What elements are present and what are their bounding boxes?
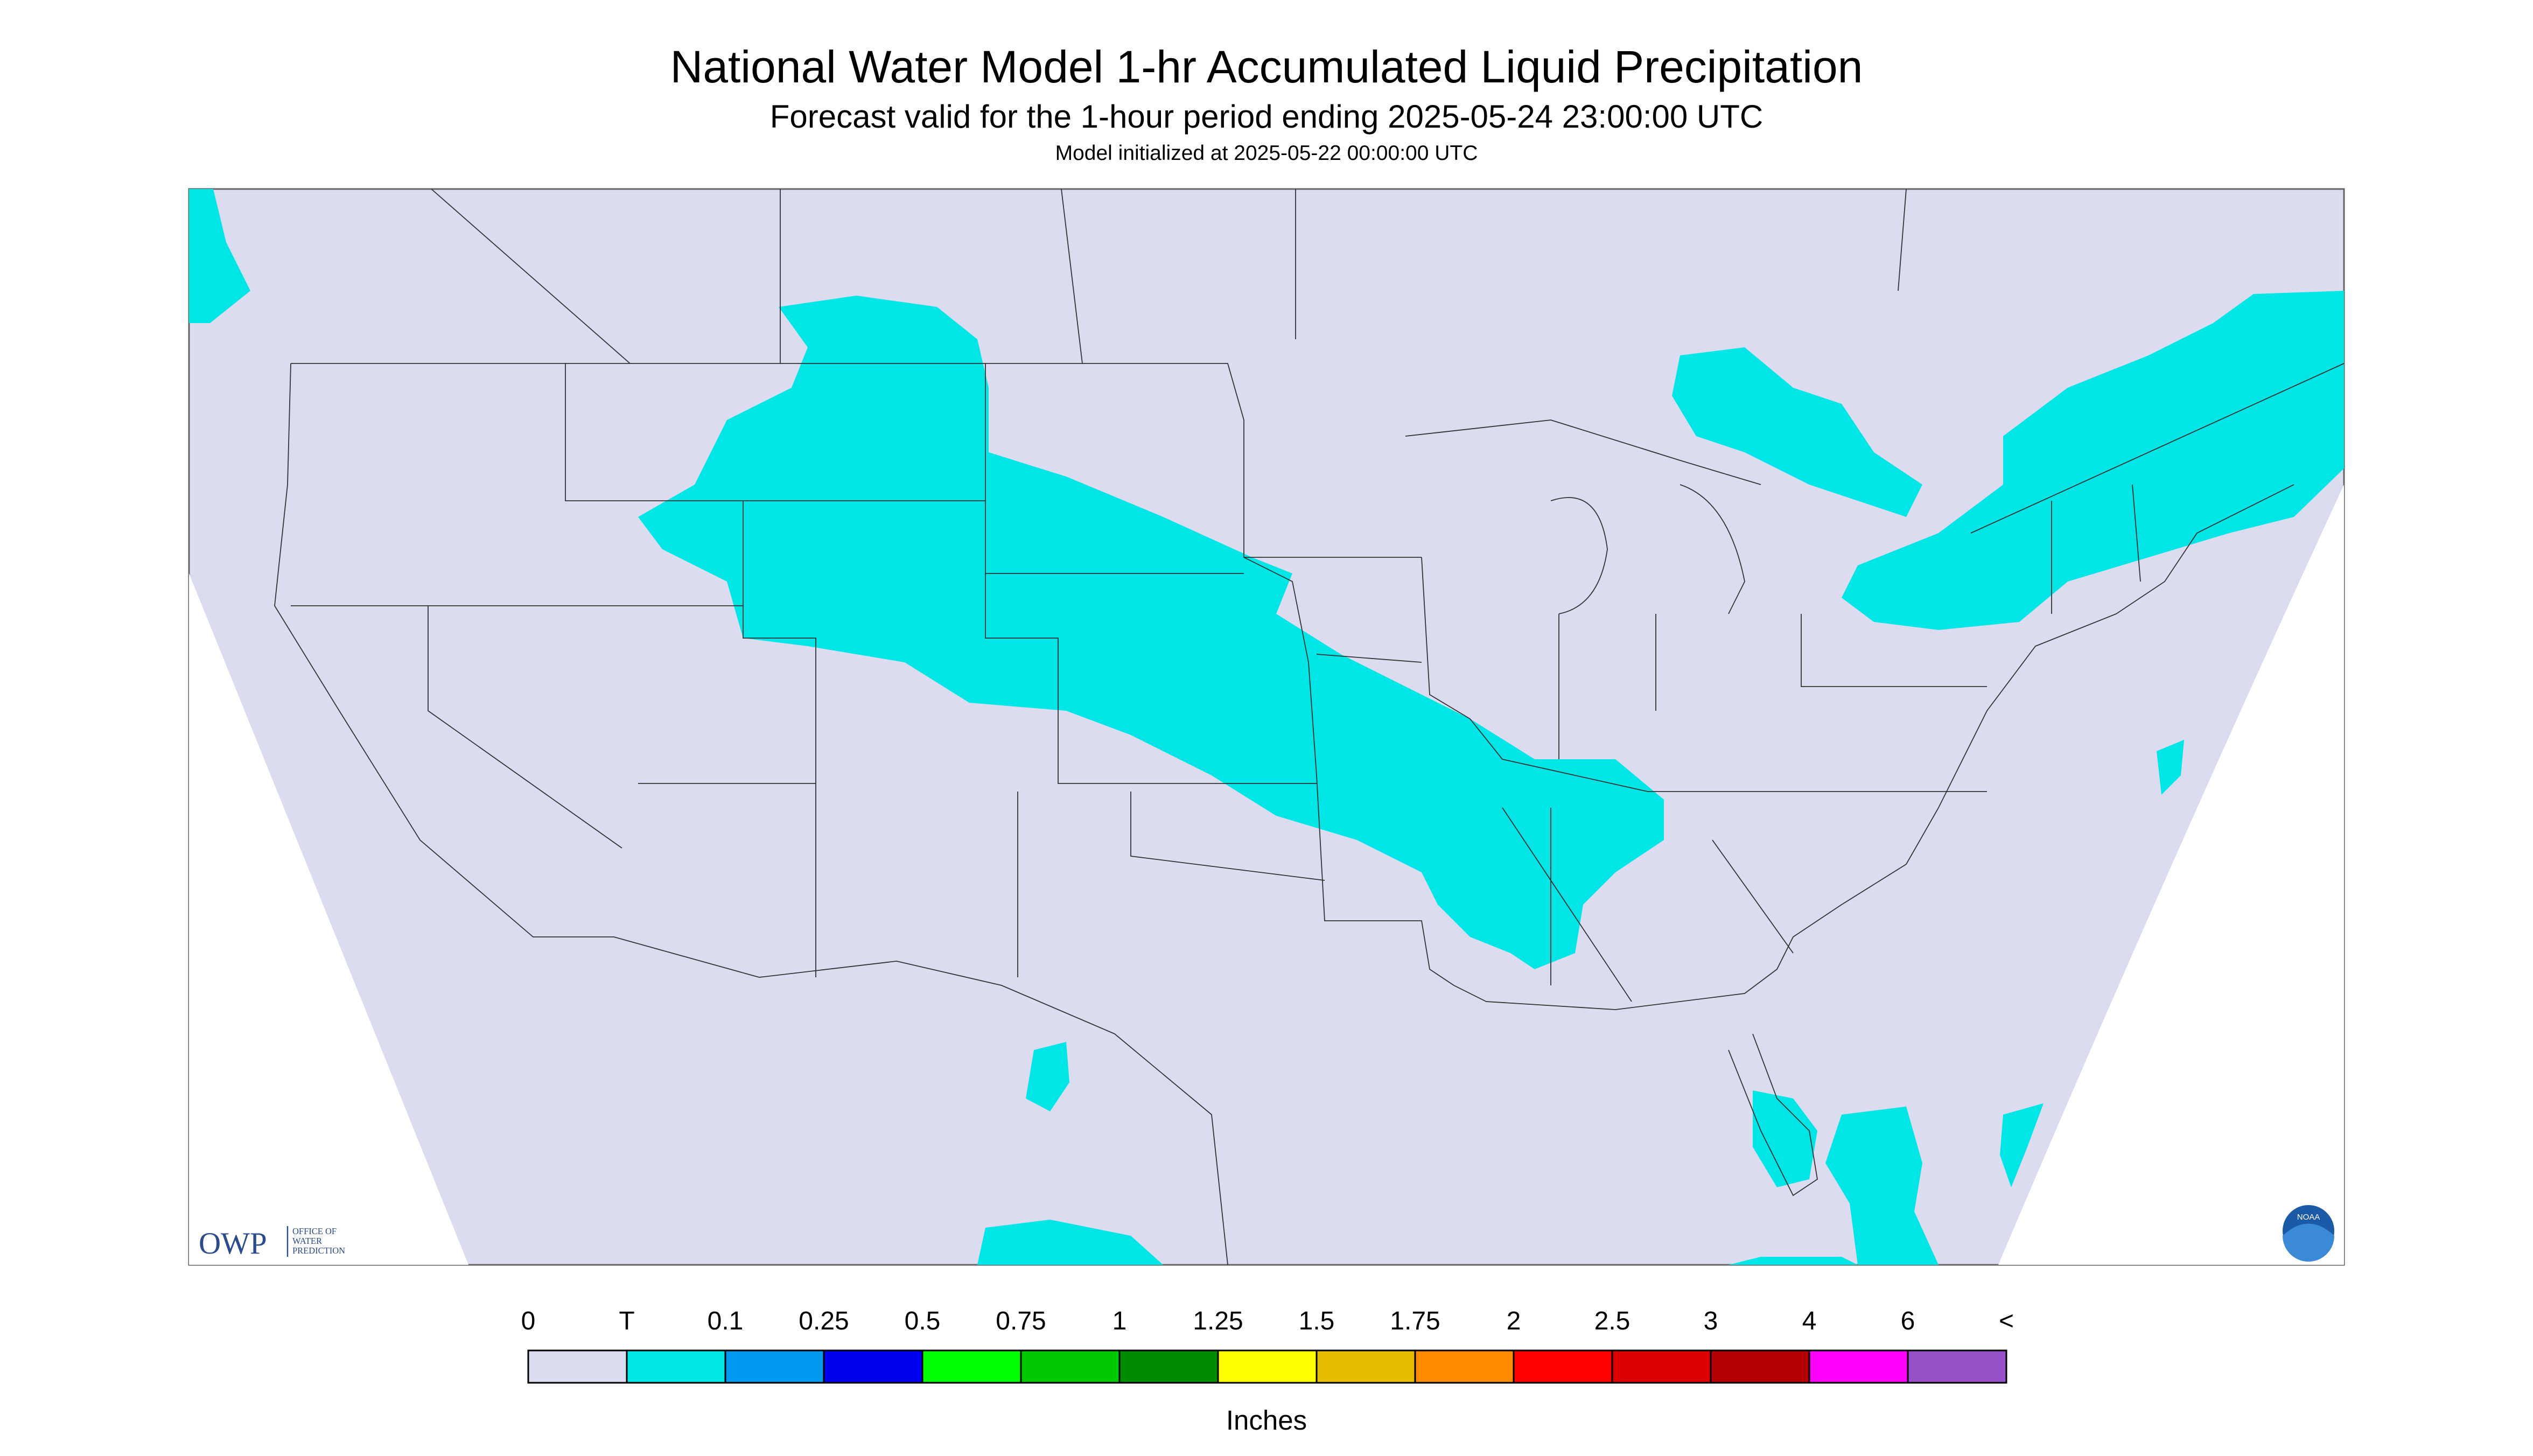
legend-swatch bbox=[1513, 1349, 1613, 1384]
owp-logo: OWP OFFICE OF WATER PREDICTION bbox=[199, 1226, 345, 1261]
legend-swatch bbox=[724, 1349, 825, 1384]
subtitle: Forecast valid for the 1-hour period end… bbox=[770, 99, 1763, 135]
legend-label: 1.25 bbox=[1193, 1307, 1243, 1335]
legend-swatch bbox=[1316, 1349, 1416, 1384]
owp-logo-text: OWP bbox=[199, 1227, 267, 1261]
legend-swatch bbox=[527, 1349, 628, 1384]
legend-swatch bbox=[1020, 1349, 1121, 1384]
legend-swatch bbox=[626, 1349, 726, 1384]
legend-swatch bbox=[1414, 1349, 1515, 1384]
legend-swatch bbox=[1710, 1349, 1810, 1384]
legend-swatch bbox=[1118, 1349, 1219, 1384]
legend: 0 T 0.1 0.25 0.5 0.75 1 1.25 1.5 1.75 2 2.5 3 4 6 < bbox=[521, 1307, 2014, 1384]
legend-swatch bbox=[921, 1349, 1022, 1384]
legend-label: T bbox=[619, 1307, 634, 1335]
owp-subtext: PREDICTION bbox=[292, 1245, 345, 1256]
noaa-text: NOAA bbox=[2297, 1213, 2320, 1222]
legend-label: 0 bbox=[521, 1307, 536, 1335]
legend-label: 1.75 bbox=[1390, 1307, 1440, 1335]
legend-label: 6 bbox=[1901, 1307, 1915, 1335]
legend-label: 4 bbox=[1802, 1307, 1817, 1335]
legend-label: 0.75 bbox=[996, 1307, 1046, 1335]
legend-label: 0.25 bbox=[799, 1307, 849, 1335]
legend-swatch bbox=[1217, 1349, 1318, 1384]
legend-label: 1.5 bbox=[1299, 1307, 1335, 1335]
legend-label: 2.5 bbox=[1594, 1307, 1631, 1335]
legend-label: 3 bbox=[1704, 1307, 1718, 1335]
legend-label: 0.5 bbox=[905, 1307, 941, 1335]
noaa-logo: NOAA bbox=[2283, 1205, 2334, 1262]
legend-swatch bbox=[1907, 1349, 2007, 1384]
map bbox=[188, 188, 2345, 1266]
legend-unit: Inches bbox=[1226, 1405, 1307, 1436]
legend-label: 0.1 bbox=[708, 1307, 744, 1335]
owp-subtext: OFFICE OF bbox=[292, 1226, 337, 1236]
legend-label: 2 bbox=[1507, 1307, 1521, 1335]
title: National Water Model 1-hr Accumulated Li… bbox=[670, 41, 1863, 92]
legend-swatch bbox=[823, 1349, 923, 1384]
legend-swatch bbox=[1808, 1349, 1909, 1384]
legend-label: < bbox=[1999, 1307, 2014, 1335]
init-time: Model initialized at 2025-05-22 00:00:00… bbox=[1055, 142, 1478, 165]
owp-subtext: WATER bbox=[292, 1236, 322, 1246]
legend-swatch bbox=[1611, 1349, 1712, 1384]
legend-label: 1 bbox=[1112, 1307, 1127, 1335]
